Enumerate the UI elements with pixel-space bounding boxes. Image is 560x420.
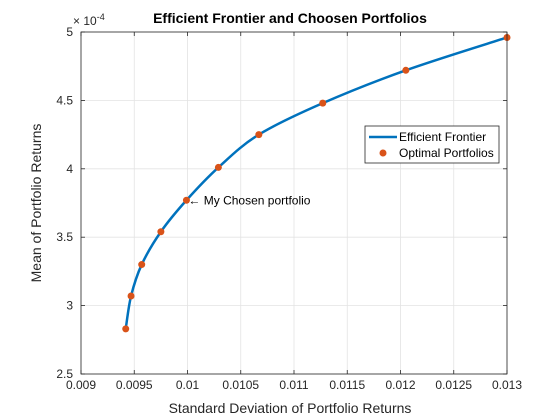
y-tick-label: 5 — [66, 25, 73, 39]
x-tick-label: 0.011 — [279, 378, 308, 392]
y-axis-label: Mean of Portfolio Returns — [28, 124, 44, 283]
optimal-portfolio-point — [157, 228, 165, 236]
chart-title: Efficient Frontier and Choosen Portfolio… — [153, 10, 427, 26]
x-axis-label: Standard Deviation of Portfolio Returns — [169, 400, 412, 416]
optimal-portfolio-point — [255, 131, 263, 139]
legend: Efficient Frontier Optimal Portfolios — [364, 125, 500, 164]
optimal-portfolios-series — [122, 33, 511, 333]
x-tick-label: 0.012 — [385, 378, 415, 392]
legend-label-efficient-frontier: Efficient Frontier — [399, 130, 486, 144]
efficient-frontier-series — [124, 36, 508, 330]
optimal-portfolio-point — [214, 163, 222, 171]
optimal-portfolio-point — [122, 325, 130, 333]
legend-label-optimal-portfolios: Optimal Portfolios — [399, 146, 494, 160]
legend-marker-optimal-portfolios — [379, 149, 387, 157]
x-tick-label: 0.0105 — [222, 378, 259, 392]
optimal-portfolio-point — [138, 261, 146, 269]
legend-box — [364, 125, 500, 164]
optimal-portfolio-point — [182, 196, 190, 204]
x-tick-label: 0.009 — [66, 378, 96, 392]
y-tick-label: 4.5 — [56, 93, 73, 107]
y-tick-label: 3 — [66, 299, 73, 313]
optimal-portfolio-point — [127, 292, 135, 300]
axis-ticks: 0.009 0.0095 0.01 0.0105 0.011 0.0115 0.012 0.0… — [56, 25, 522, 392]
y-tick-label: 4 — [66, 162, 73, 176]
optimal-portfolio-point — [402, 66, 410, 74]
grid — [80, 31, 508, 375]
annotation-my-chosen-portfolio: ← My Chosen portfolio — [188, 193, 310, 207]
annotations: ← My Chosen portfolio — [188, 193, 310, 207]
x-tick-label: 0.0125 — [435, 378, 472, 392]
x-tick-label: 0.0095 — [116, 378, 153, 392]
optimal-portfolio-point — [319, 99, 327, 107]
efficient-frontier-line — [124, 36, 508, 330]
x-tick-label: 0.0115 — [329, 378, 365, 392]
y-axis-exponent: × 10-4 — [73, 12, 105, 28]
y-tick-label: 2.5 — [56, 367, 73, 381]
x-tick-label: 0.01 — [176, 378, 200, 392]
y-tick-label: 3.5 — [56, 230, 73, 244]
x-tick-label: 0.013 — [492, 378, 522, 392]
